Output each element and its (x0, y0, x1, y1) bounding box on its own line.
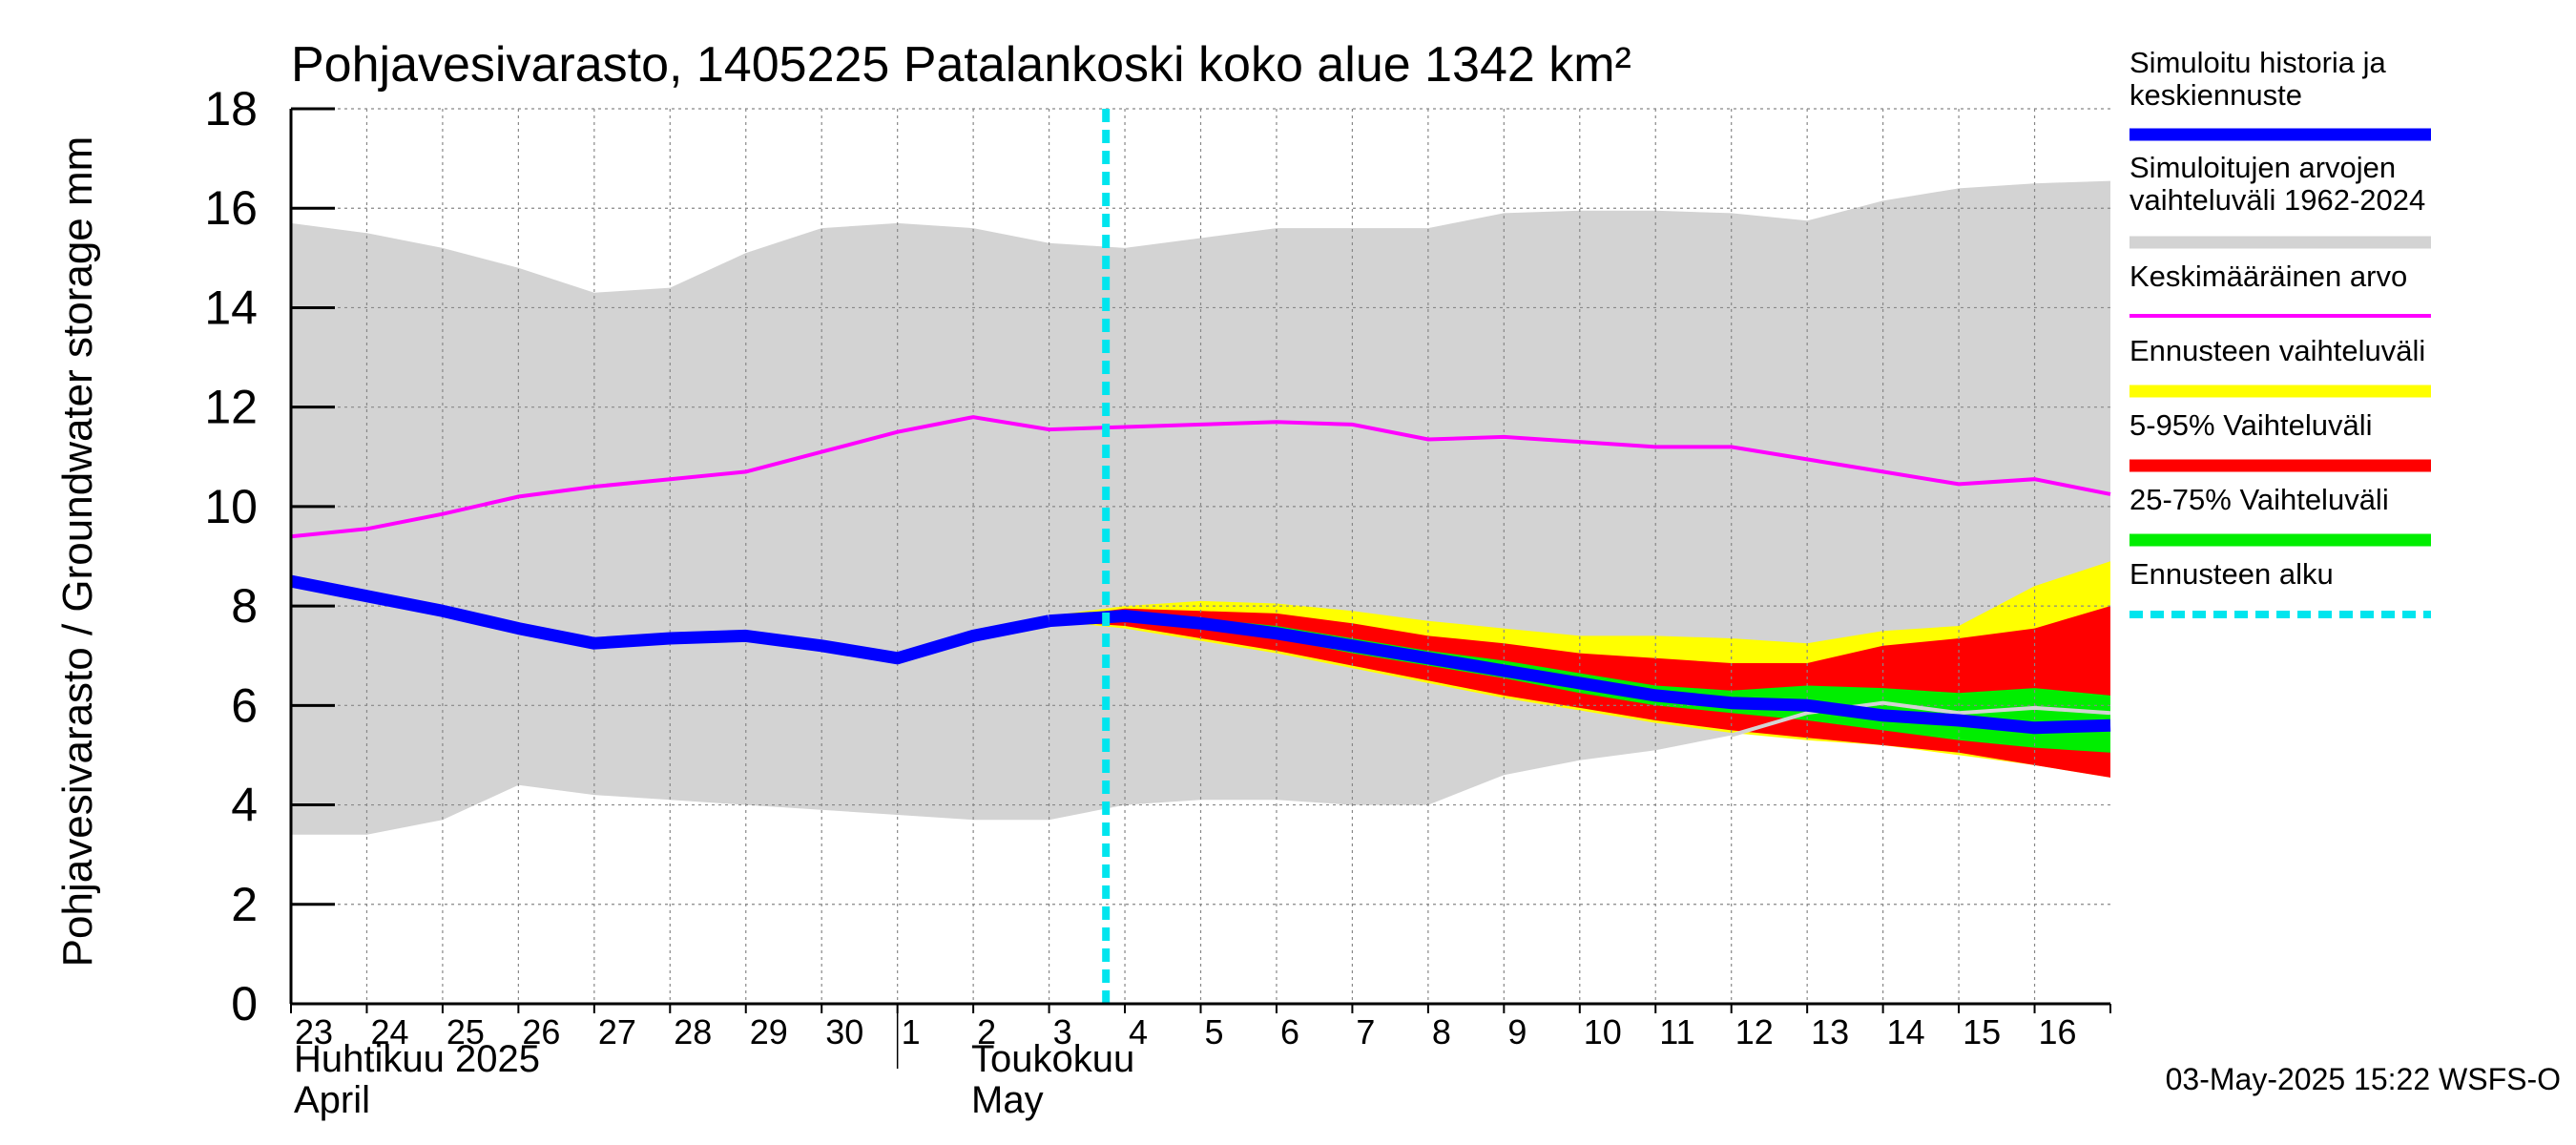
month-label-may-line2: May (971, 1079, 1044, 1121)
y-tick-label: 0 (231, 977, 258, 1030)
legend-item: Ennusteen vaihteluväli (2129, 334, 2431, 398)
x-day-label: 30 (825, 1012, 863, 1051)
x-labels-layer: 23 24 25 26 27 28 29 30 1 2 3 4 5 6 7 8 9 10 11 12 13 14 15 16 (295, 1012, 2077, 1051)
month-label-may-line1: Toukokuu (971, 1038, 1134, 1080)
y-ticks-layer: 0 2 4 6 8 10 12 14 16 18 (204, 82, 335, 1030)
median-forecast-line (1049, 610, 2111, 735)
y-axis-label: Pohjavesivarasto / Groundwater storage m… (54, 136, 101, 968)
legend-item: Simuloitu historia ja keskiennuste (2129, 46, 2431, 141)
x-day-label: 13 (1811, 1012, 1849, 1051)
month-label-april-line1: Huhtikuu 2025 (294, 1038, 540, 1080)
x-day-label: 29 (750, 1012, 788, 1051)
legend-item: Keskimääräinen arvo (2129, 260, 2431, 318)
x-day-label: 9 (1507, 1012, 1527, 1051)
x-day-label: 5 (1205, 1012, 1224, 1051)
legend-label: 25-75% Vaihteluväli (2129, 483, 2389, 516)
x-day-label: 25 (447, 1012, 485, 1051)
axis-layer (289, 109, 2111, 1069)
legend-label-line: keskiennuste (2129, 78, 2302, 112)
legend-item: Ennusteen alku (2129, 557, 2431, 618)
x-day-label: 23 (295, 1012, 333, 1051)
y-tick-label: 8 (231, 579, 258, 633)
legend-label-line: Simuloitujen arvojen (2129, 151, 2396, 184)
legend-item: Simuloitujen arvojen vaihteluväli 1962-20… (2129, 151, 2431, 249)
timestamp: 03-May-2025 15:22 WSFS-O (2166, 1062, 2561, 1096)
historical-range-edge-line (1731, 700, 2111, 738)
legend-label-line: vaihteluväli 1962-2024 (2129, 183, 2425, 217)
legend-label: Ennusteen vaihteluväli (2129, 334, 2425, 367)
x-day-label: 7 (1356, 1012, 1375, 1051)
x-day-label: 2 (977, 1012, 996, 1051)
x-day-label: 1 (902, 1012, 921, 1051)
legend-label: Ennusteen alku (2129, 557, 2334, 591)
y-tick-label: 10 (204, 480, 258, 533)
x-day-label: 28 (674, 1012, 712, 1051)
legend: Simuloitu historia ja keskiennusteSimuloi… (2129, 46, 2431, 618)
x-day-label: 12 (1735, 1012, 1774, 1051)
x-day-label: 26 (522, 1012, 560, 1051)
legend-label: 5-95% Vaihteluväli (2129, 408, 2372, 442)
y-tick-label: 16 (204, 181, 258, 235)
y-tick-label: 12 (204, 381, 258, 434)
simulated-history-line (289, 574, 1050, 665)
y-tick-label: 4 (231, 779, 258, 832)
mean-line (290, 415, 2111, 539)
y-tick-label: 2 (231, 878, 258, 931)
x-day-label: 8 (1432, 1012, 1451, 1051)
x-day-label: 3 (1053, 1012, 1072, 1051)
x-day-label: 10 (1584, 1012, 1622, 1051)
y-tick-label: 6 (231, 678, 258, 732)
x-day-label: 11 (1659, 1012, 1694, 1051)
legend-item: 25-75% Vaihteluväli (2129, 483, 2431, 547)
x-day-label: 27 (598, 1012, 636, 1051)
legend-label-line: Simuloitu historia ja (2129, 46, 2387, 79)
x-day-label: 24 (370, 1012, 408, 1051)
x-day-label: 4 (1129, 1012, 1148, 1051)
lines-layer (289, 109, 2111, 1004)
legend-label: Keskimääräinen arvo (2129, 260, 2407, 293)
legend-item: 5-95% Vaihteluväli (2129, 408, 2431, 472)
grid-layer (291, 108, 2110, 1004)
y-tick-label: 14 (204, 281, 258, 334)
y-tick-label: 18 (204, 82, 258, 135)
x-day-label: 14 (1887, 1012, 1925, 1051)
month-label-april-line2: April (294, 1079, 370, 1121)
x-day-label: 15 (1963, 1012, 2001, 1051)
legend-label: Simuloitu historia ja keskiennuste (2129, 46, 2387, 112)
chart-title: Pohjavesivarasto, 1405225 Patalankoski k… (291, 37, 1631, 93)
x-day-label: 6 (1280, 1012, 1299, 1051)
legend-label: Simuloitujen arvojen vaihteluväli 1962-20… (2129, 151, 2425, 217)
x-day-label: 16 (2039, 1012, 2077, 1051)
